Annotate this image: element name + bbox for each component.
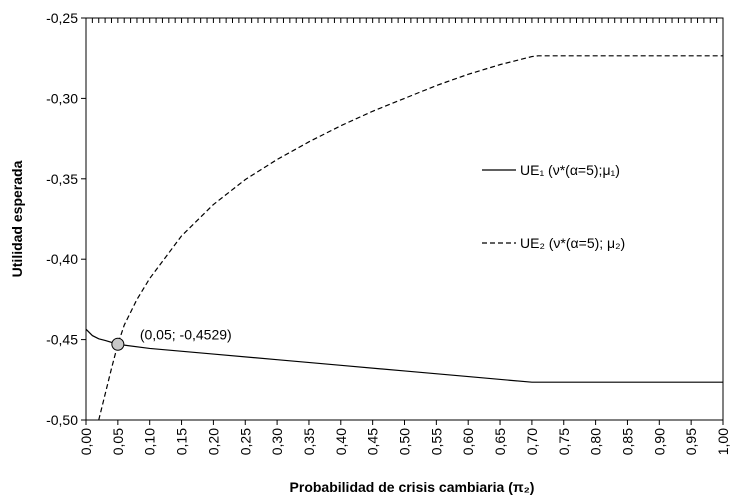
x-tick-label: 0,70: [524, 428, 540, 455]
x-tick-label: 0,95: [683, 428, 699, 455]
ticks-layer: 0,00 0,05 0,10 0,15 0,20 0,25 0,30 0,35 0,40 0,45…: [46, 10, 731, 455]
y-tick-label: -0,35: [46, 171, 78, 187]
x-tick-label: 0,65: [492, 428, 508, 455]
legend: UE₁ (ν*(α=5);μ₁) UE₂ (ν*(α=5); μ₂): [482, 162, 625, 251]
legend-label-1: UE₁ (ν*(α=5);μ₁): [520, 162, 620, 178]
x-tick-label: 0,05: [110, 428, 126, 455]
x-tick-label: 0,45: [365, 428, 381, 455]
y-axis-title: Utilidad esperada: [9, 160, 25, 277]
x-tick-label: 0,90: [651, 428, 667, 455]
x-tick-label: 1,00: [715, 428, 731, 455]
y-tick-label: -0,50: [46, 412, 78, 428]
x-tick-label: 0,25: [237, 428, 253, 455]
y-tick-label: -0,30: [46, 90, 78, 106]
x-tick-label: 0,35: [301, 428, 317, 455]
y-tick-label: -0,25: [46, 10, 78, 26]
y-tick-label: -0,40: [46, 251, 78, 267]
legend-label-2: UE₂ (ν*(α=5); μ₂): [520, 235, 625, 251]
series-line-1: [85, 328, 723, 383]
x-tick-label: 0,60: [460, 428, 476, 455]
x-tick-label: 0,30: [269, 428, 285, 455]
annotation-layer: (0,05; -0,4529): [111, 326, 232, 351]
plot-area: [85, 17, 724, 421]
intersection-marker: [111, 337, 125, 351]
x-tick-label: 0,10: [142, 428, 158, 455]
x-tick-label: 0,50: [397, 428, 413, 455]
x-tick-label: 0,75: [556, 428, 572, 455]
x-tick-label: 0,55: [428, 428, 444, 455]
x-tick-label: 0,80: [588, 428, 604, 455]
x-tick-label: 0,85: [619, 428, 635, 455]
series-layer: [85, 55, 723, 421]
x-tick-label: 0,20: [205, 428, 221, 455]
x-tick-label: 0,15: [174, 428, 190, 455]
intersection-label: (0,05; -0,4529): [140, 326, 232, 342]
x-tick-label: 0,00: [78, 428, 94, 455]
series-line-2: [98, 55, 723, 421]
y-tick-label: -0,45: [46, 332, 78, 348]
x-tick-label: 0,40: [333, 428, 349, 455]
x-axis-title: Probabilidad de crisis cambiaria (π₂): [290, 479, 535, 495]
